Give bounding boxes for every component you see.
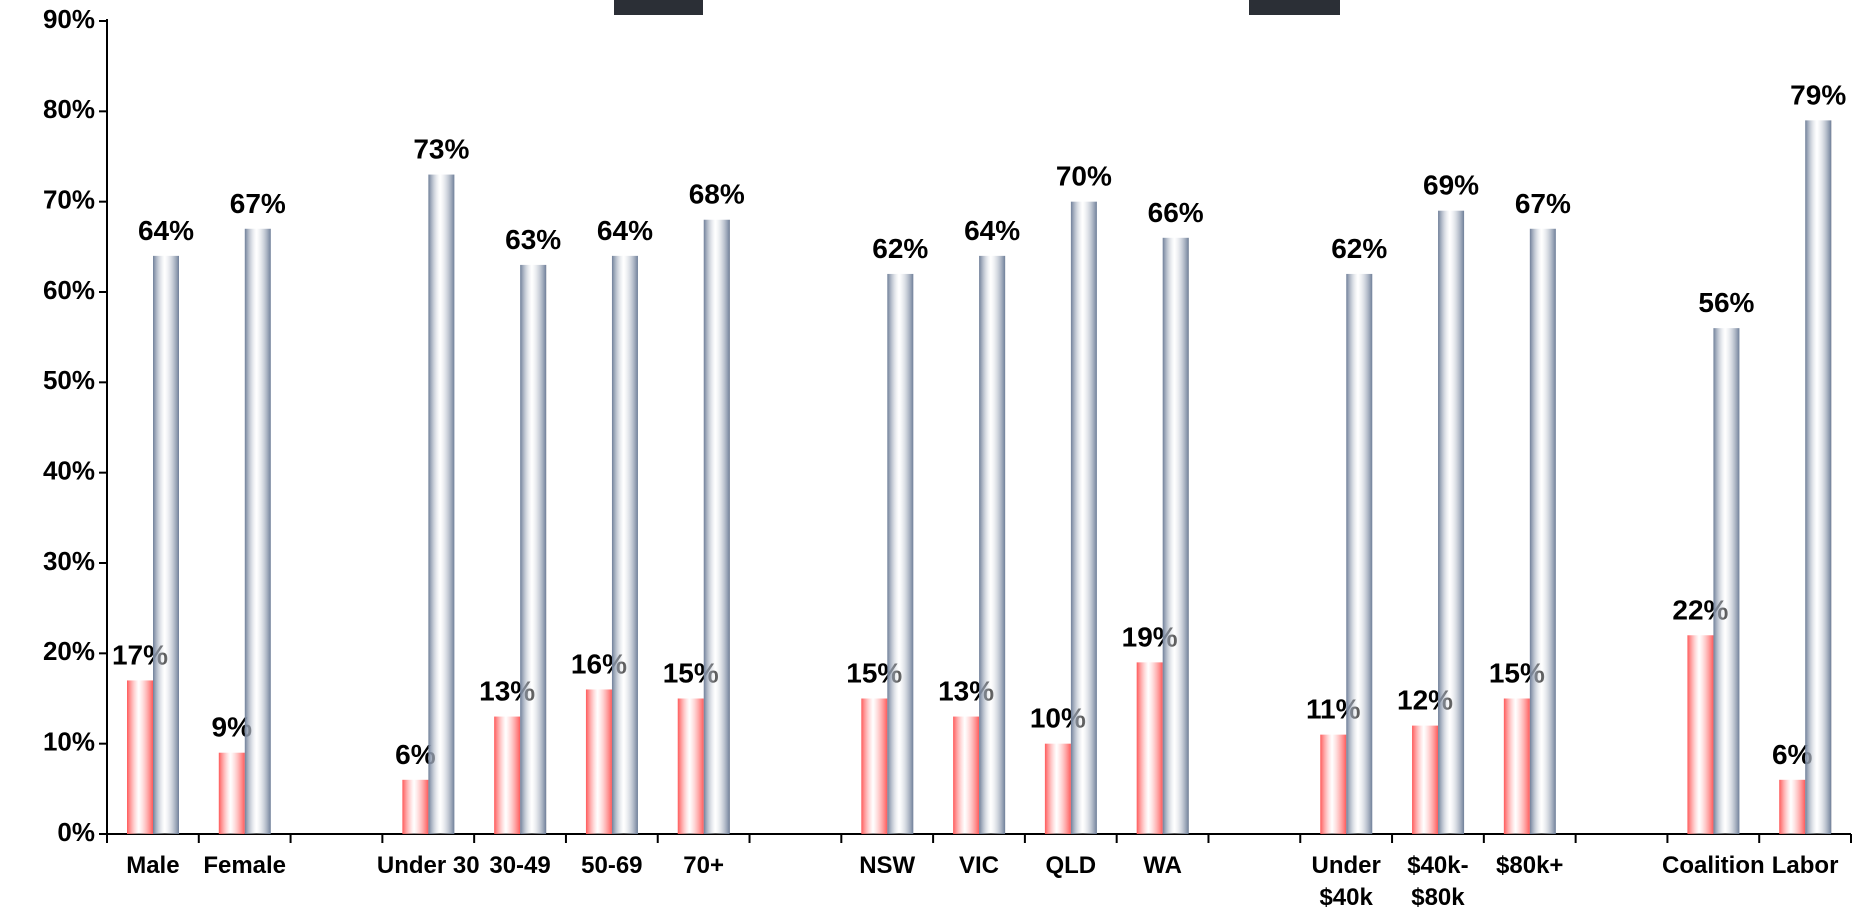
bar xyxy=(428,174,455,835)
bar xyxy=(494,716,521,834)
y-tick-label: 60% xyxy=(43,275,95,305)
x-tick-label: 50-69 xyxy=(581,852,643,879)
x-tick-label: Coalition xyxy=(1661,852,1765,879)
x-tick-label: $40k- $80k xyxy=(1407,852,1469,911)
x-tick-label: Under 30 xyxy=(376,852,480,879)
y-tick-label: 50% xyxy=(43,365,95,395)
x-tick-label: Labor xyxy=(1771,852,1839,879)
x-tick-label: Female xyxy=(203,852,287,879)
x-tick-label: QLD xyxy=(1045,852,1097,879)
y-tick-label: 80% xyxy=(43,94,95,124)
bar xyxy=(520,264,547,834)
bar xyxy=(953,716,980,834)
value-label: 66% xyxy=(1148,197,1204,228)
bar xyxy=(1779,779,1806,834)
bar xyxy=(887,273,914,834)
bar xyxy=(1044,743,1071,834)
y-tick-label: 70% xyxy=(43,185,95,215)
y-tick-label: 20% xyxy=(43,636,95,666)
bar xyxy=(979,255,1006,834)
y-tick-label: 90% xyxy=(43,4,95,34)
x-tick-label: VIC xyxy=(958,852,999,879)
bar xyxy=(127,680,153,834)
bar xyxy=(1805,120,1832,834)
x-tick-label: Male xyxy=(126,852,180,879)
value-label: 62% xyxy=(1331,233,1387,264)
x-tick-label: NSW xyxy=(859,852,916,879)
value-label: 79% xyxy=(1790,79,1846,110)
bar xyxy=(1503,698,1530,834)
bar xyxy=(1346,273,1373,834)
y-tick-label: 0% xyxy=(57,817,95,847)
bar xyxy=(1320,734,1347,834)
bar xyxy=(153,255,179,834)
value-label: 67% xyxy=(1515,188,1571,219)
y-tick-label: 30% xyxy=(43,546,95,576)
bar xyxy=(1070,201,1097,834)
x-tick-label: 70+ xyxy=(683,852,724,879)
value-label: 56% xyxy=(1698,287,1754,318)
bar xyxy=(1687,635,1714,834)
value-label: 64% xyxy=(964,215,1020,246)
bar xyxy=(402,779,429,834)
value-label: 62% xyxy=(872,233,928,264)
bar xyxy=(1162,237,1189,835)
value-label: 64% xyxy=(138,215,194,246)
bar xyxy=(585,689,612,834)
bar xyxy=(1438,210,1465,834)
bar xyxy=(611,255,638,834)
bar xyxy=(1412,725,1439,834)
value-label: 63% xyxy=(505,224,561,255)
bar xyxy=(1136,662,1163,834)
x-tick-label: Under $40k xyxy=(1311,852,1381,911)
y-tick-label: 10% xyxy=(43,727,95,757)
value-label: 68% xyxy=(689,179,745,210)
bar xyxy=(244,228,271,834)
bar xyxy=(703,219,730,834)
y-tick-label: 40% xyxy=(43,456,95,486)
photo xyxy=(1249,0,1340,15)
photo xyxy=(614,0,703,15)
bar xyxy=(1529,228,1556,834)
value-label: 73% xyxy=(413,134,469,165)
value-label: 64% xyxy=(597,215,653,246)
value-label: 70% xyxy=(1056,161,1112,192)
x-tick-label: 30-49 xyxy=(489,852,551,879)
bar xyxy=(677,698,704,834)
x-tick-label: WA xyxy=(1143,852,1182,879)
x-tick-label: $80k+ xyxy=(1496,852,1564,879)
bar xyxy=(1713,328,1740,834)
value-label: 67% xyxy=(230,188,286,219)
bar xyxy=(861,698,888,834)
value-label: 69% xyxy=(1423,170,1479,201)
bar xyxy=(218,752,245,834)
